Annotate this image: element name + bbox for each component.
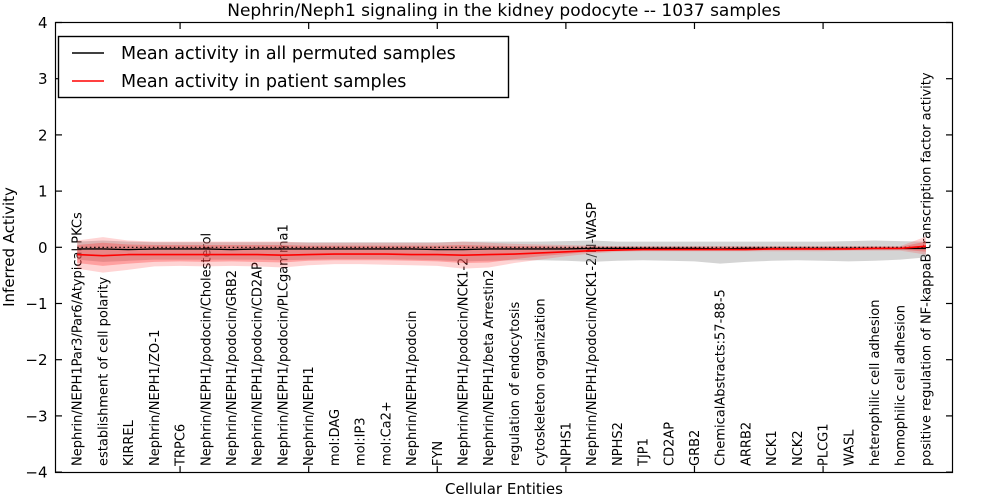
- x-category-label: positive regulation of NF-kappaB transcr…: [919, 72, 934, 466]
- x-category-label: TRPC6: [174, 424, 189, 467]
- x-category-label: regulation of endocytosis: [508, 301, 523, 466]
- x-category-label: NPHS1: [559, 422, 574, 466]
- x-category-label: Nephrin/NEPH1/podocin: [405, 311, 420, 466]
- legend-label-permuted: Mean activity in all permuted samples: [121, 44, 456, 64]
- chart-title: Nephrin/Neph1 signaling in the kidney po…: [227, 1, 781, 21]
- x-category-labels: Nephrin/NEPH1Par3/Par6/Atypical PKCs esta…: [71, 72, 935, 467]
- x-category-label: Nephrin/NEPH1/ZO-1: [148, 330, 163, 466]
- x-category-label: GRB2: [688, 430, 703, 466]
- x-category-label: establishment of cell polarity: [96, 277, 111, 466]
- y-tick-label: 3: [38, 70, 48, 88]
- x-category-label: homophilic cell adhesion: [894, 305, 909, 466]
- y-tick-label: −1: [25, 295, 47, 313]
- y-tick-label: −2: [25, 351, 47, 369]
- x-axis-label: Cellular Entities: [445, 480, 563, 498]
- x-category-label: Nephrin/NEPH1/beta Arrestin2: [482, 270, 497, 467]
- x-category-label: cytoskeleton organization: [534, 298, 549, 466]
- y-tick-label: 0: [38, 239, 48, 257]
- y-axis-label: Inferred Activity: [0, 187, 18, 307]
- x-category-label: Nephrin/NEPH1: [302, 366, 317, 466]
- x-category-label: mol:DAG: [328, 409, 343, 466]
- y-tick-label: −3: [25, 407, 47, 425]
- permuted-std-band: [77, 240, 926, 264]
- x-category-label: Nephrin/NEPH1/podocin/NCK1-2: [457, 258, 472, 466]
- x-category-label: heterophilic cell adhesion: [868, 300, 883, 467]
- x-category-label: NCK2: [791, 430, 806, 466]
- x-category-label: Nephrin/NEPH1/podocin/CD2AP: [251, 262, 266, 466]
- x-category-label: Nephrin/NEPH1/podocin/Cholesterol: [199, 233, 214, 466]
- x-category-label: ARRB2: [739, 422, 754, 466]
- x-category-label: Nephrin/NEPH1/podocin/NCK1-2/N-WASP: [585, 202, 600, 466]
- x-category-label: Nephrin/NEPH1Par3/Par6/Atypical PKCs: [71, 212, 86, 466]
- x-category-label: Nephrin/NEPH1/podocin/PLCgamma1: [276, 224, 291, 466]
- x-category-label: WASL: [842, 429, 857, 466]
- x-category-label: ChemicalAbstracts:57-88-5: [714, 289, 729, 466]
- plot-frame: [54, 21, 954, 474]
- x-category-label: KIRREL: [122, 419, 137, 466]
- legend-label-patient: Mean activity in patient samples: [121, 72, 406, 92]
- x-category-label: PLCG1: [817, 423, 832, 466]
- x-category-label: CD2AP: [662, 422, 677, 466]
- x-category-label: mol:Ca2+: [379, 401, 394, 466]
- x-category-label: NCK1: [765, 430, 780, 466]
- x-category-label: TJP1: [637, 438, 652, 467]
- y-tick-label: −4: [25, 464, 47, 482]
- x-category-label: mol:IP3: [354, 417, 369, 466]
- y-tick-label: 1: [38, 183, 48, 201]
- legend-box: [57, 35, 510, 99]
- patient-mean-line: [77, 245, 927, 257]
- plot-series: [77, 245, 927, 257]
- x-category-label: NPHS2: [611, 422, 626, 466]
- legend: Mean activity in all permuted samples Me…: [57, 35, 510, 99]
- y-tick-label: 4: [38, 14, 48, 32]
- x-category-label: Nephrin/NEPH1/podocin/GRB2: [225, 270, 240, 466]
- x-category-label: FYN: [431, 441, 446, 466]
- y-tick-label: 2: [38, 126, 48, 144]
